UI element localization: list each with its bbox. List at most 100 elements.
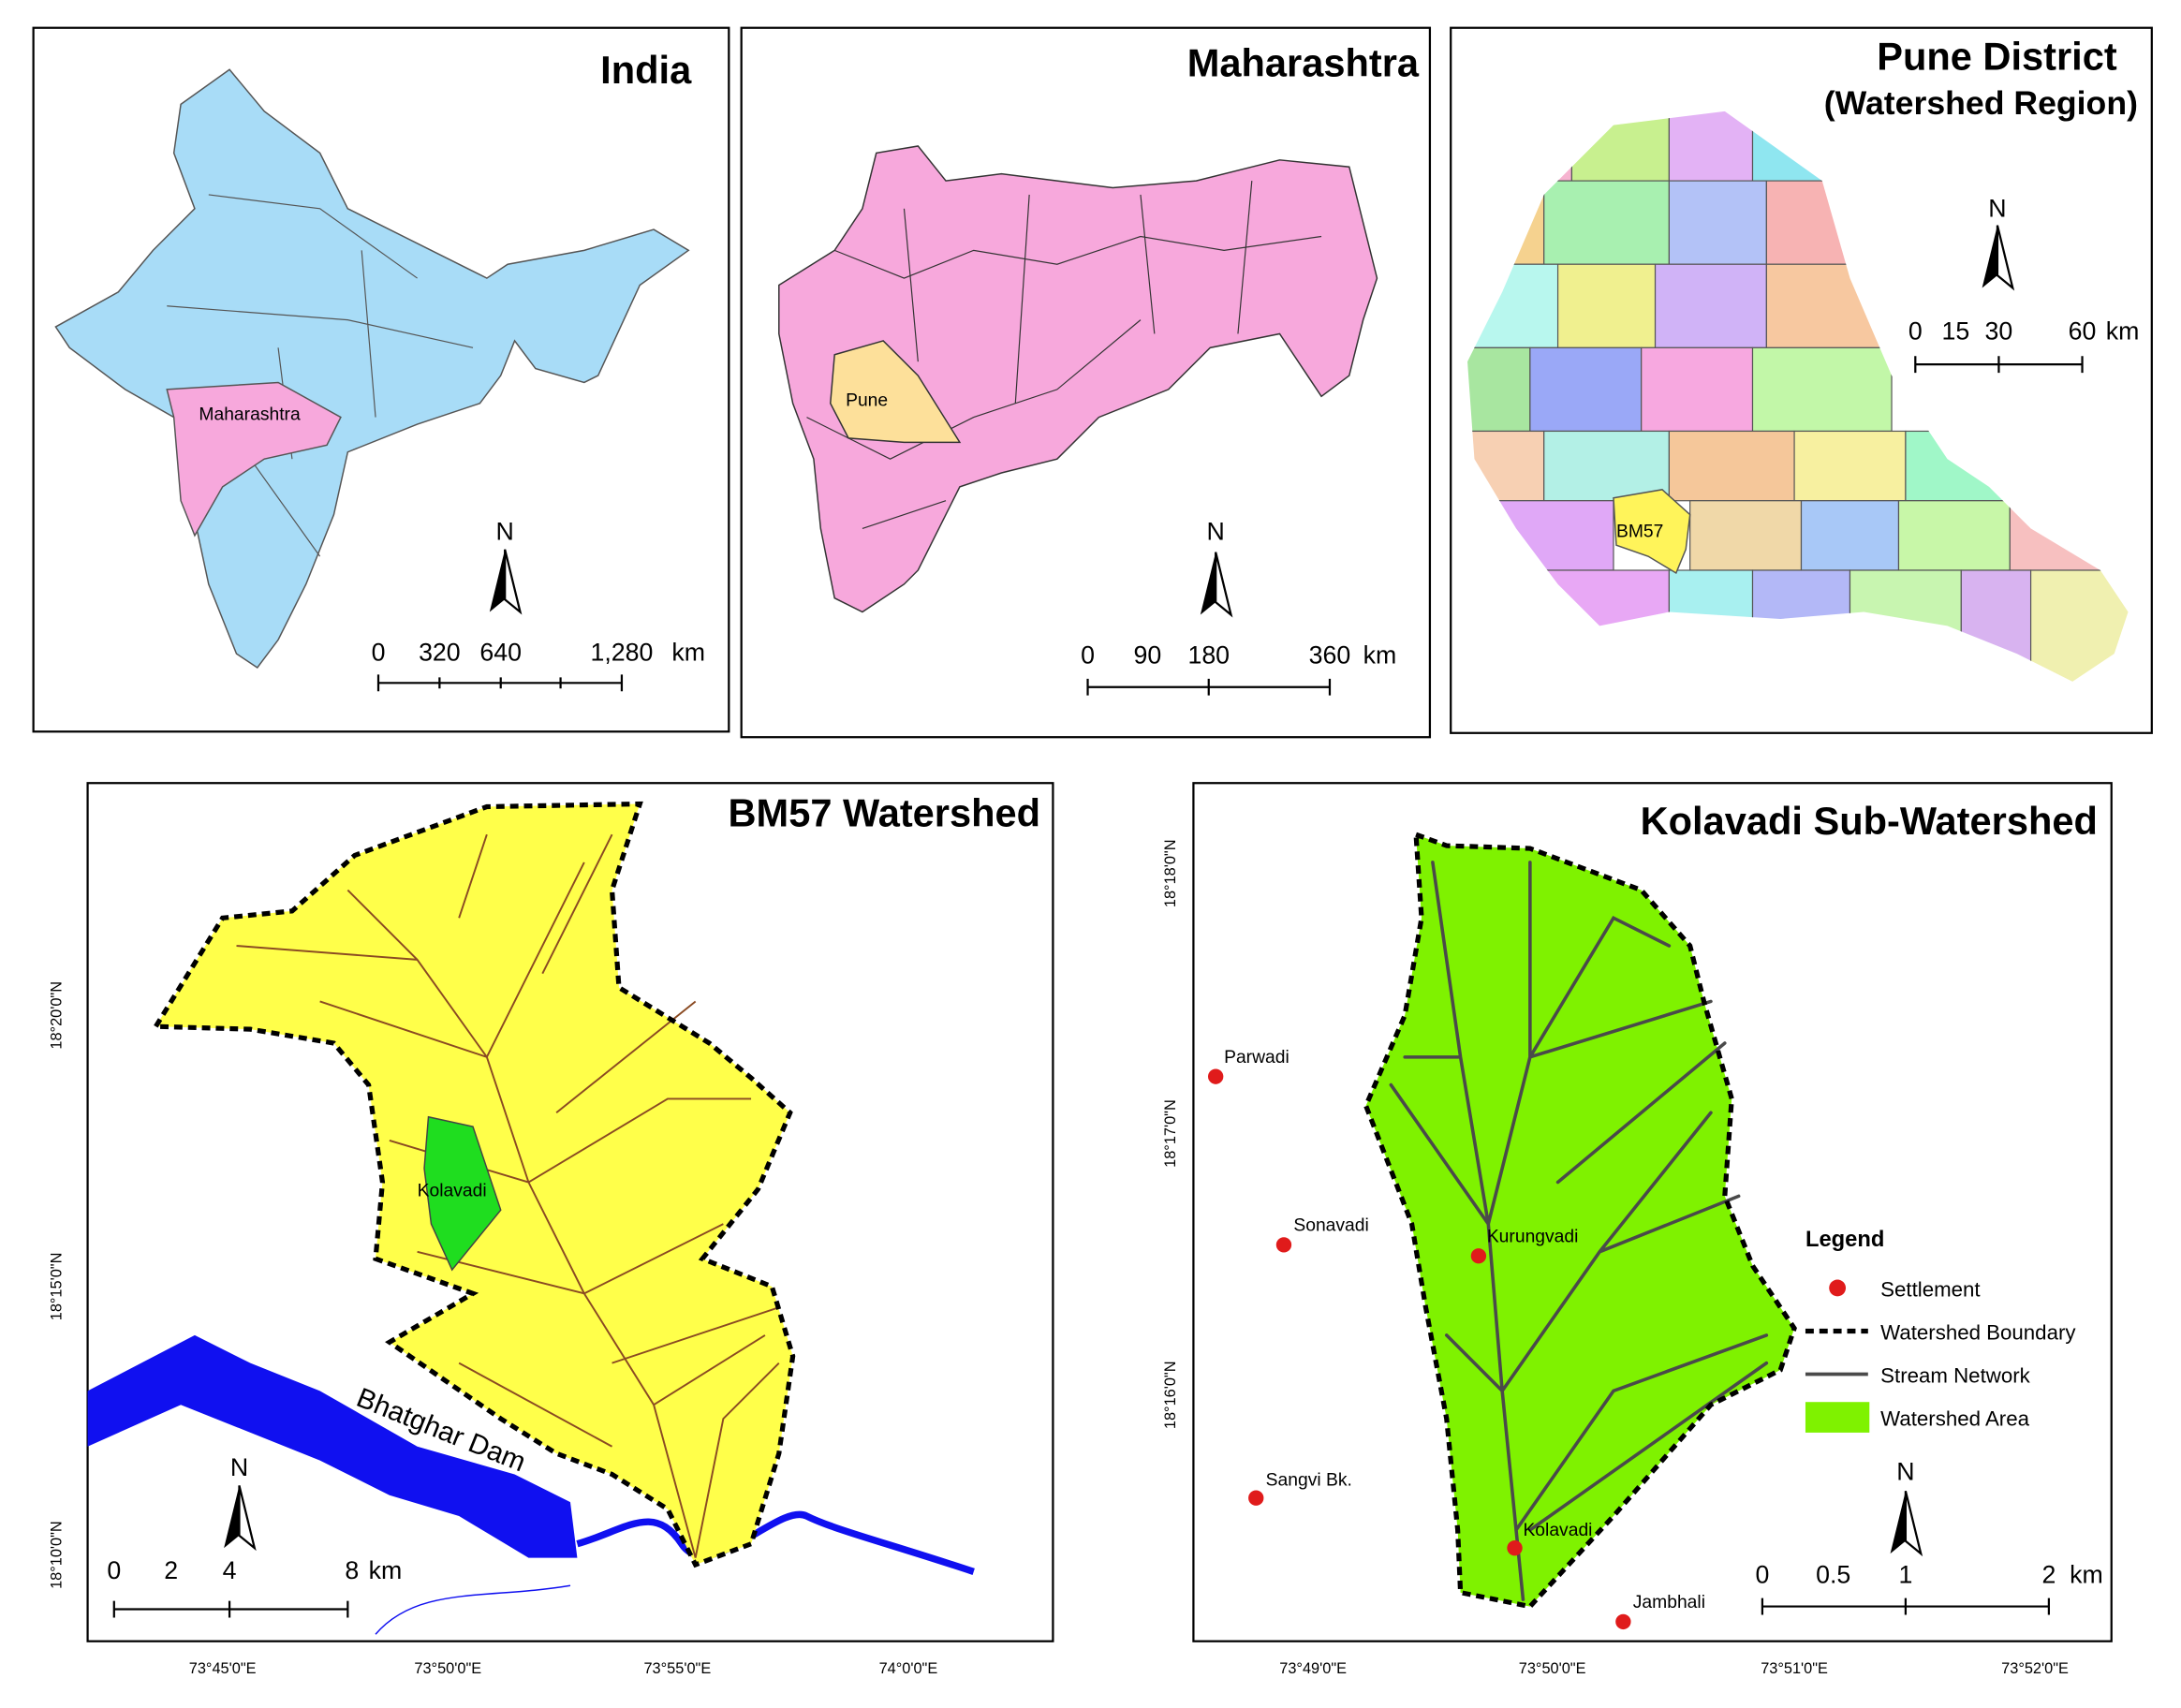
scale-label: 8 [345,1556,359,1584]
map-rect [1556,263,1657,348]
scale-label: 15 [1942,317,1970,345]
map-polygon [87,1334,578,1558]
legend-label: Watershed Area [1880,1406,2029,1430]
map-path [806,181,1322,529]
map-polygon [778,145,1378,613]
region-label: Pune [846,391,888,411]
settlement-label: Kolavadi [1523,1521,1592,1540]
pune-panel: Pune District (Watershed Region) BM57 N … [1450,26,2153,734]
legend: Legend Settlement Watershed Boundary Str… [1805,1227,2076,1433]
scale-label: 180 [1187,641,1230,670]
north-label: N [230,1453,248,1481]
map-circle [1829,1279,1847,1297]
map-label: Kolavadi [418,1181,487,1200]
legend-title: Legend [1805,1227,1884,1252]
legend-label: Watershed Boundary [1880,1320,2076,1344]
map-circle [1615,1613,1631,1630]
scale-label: 360 [1309,641,1351,670]
scale-unit: km [2070,1560,2103,1588]
map-rect [1897,500,2011,571]
map-path [376,674,624,692]
scale-label: 0 [372,639,386,667]
scale-label: 60 [2069,317,2097,345]
scale-label: 0 [1908,317,1923,345]
settlement-label: Sangvi Bk. [1266,1470,1352,1490]
map-rect [1467,346,1531,433]
scale-label: 30 [1985,317,2013,345]
lon-label: 73°50'0"E [1519,1660,1586,1677]
legend-label: Settlement [1880,1277,1981,1301]
map-polygon [151,801,796,1568]
scale-label: 0 [1081,641,1095,670]
scale-unit: km [1363,641,1397,670]
north-label: N [1988,195,2006,223]
map-rect [1805,1402,1870,1433]
map-polygon [423,1115,502,1272]
lat-label: 18°20'0"N [48,981,65,1050]
map-path [1761,1598,2051,1615]
lat-label: 18°17'0"N [1162,1099,1179,1168]
map-rect [1543,180,1670,265]
map-polygon [1363,831,1797,1610]
lon-label: 73°55'0"E [643,1660,711,1677]
map-circle [1275,1237,1292,1253]
bm57-panel: BM57 Watershed Kolavadi Bhatghar Dam N 0… [48,782,1054,1677]
map-rect [1668,430,1795,502]
lat-label: 18°15'0"N [48,1253,65,1321]
map-g [1208,1068,1631,1630]
scale-unit: km [2106,317,2140,345]
scale-label: 0.5 [1816,1560,1850,1588]
scale-unit: km [369,1556,403,1584]
map-path [1086,678,1332,696]
region-label: Maharashtra [199,405,301,425]
lon-label: 73°49'0"E [1279,1660,1347,1677]
lat-label: 18°16'0"N [1162,1361,1179,1429]
map-path [112,1600,349,1618]
scale-label: 640 [479,639,522,667]
maharashtra-panel: Maharashtra Pune N 0 90 180 360 km [740,26,1432,739]
map-circle [1507,1540,1523,1556]
map-polygon [54,68,690,669]
region-label: BM57 [1616,522,1663,541]
map-polygon [1365,834,1795,1607]
map-rect [1800,500,1900,571]
scale-label: 1,280 [591,639,654,667]
panel-title: BM57 Watershed [729,790,1040,834]
settlement-label: Sonavadi [1293,1216,1368,1236]
panel-subtitle: (Watershed Region) [1824,84,2138,122]
north-label: N [1207,517,1225,545]
panel-title: Maharashtra [1187,41,1420,85]
scale-label: 90 [1134,641,1162,670]
map-path [375,1584,571,1635]
map-rect [1668,180,1767,265]
scale-label: 2 [164,1556,178,1584]
panel-title: Kolavadi Sub-Watershed [1641,799,2098,843]
scale-label: 4 [223,1556,237,1584]
scale-label: 0 [1755,1560,1769,1588]
scale-label: 1 [1898,1560,1912,1588]
panel-title: Pune District [1877,34,2117,78]
map-path [1914,356,2084,374]
map-polygon [166,381,342,537]
map-polygon [1613,489,1691,575]
legend-label: Stream Network [1880,1363,2030,1387]
map-rect [1543,430,1670,502]
lat-label: 18°10'0"N [48,1521,65,1589]
lon-label: 74°0'0"E [879,1660,938,1677]
india-panel: India Maharashtra N 0 320 640 1,280 km [32,26,730,733]
lon-label: 73°50'0"E [414,1660,481,1677]
map-path [1389,861,1769,1601]
settlement-label: Parwadi [1224,1048,1289,1068]
scale-unit: km [671,639,705,667]
map-circle [1208,1068,1224,1084]
map-rect [1654,263,1767,348]
panel-title: India [600,48,692,92]
scale-label: 0 [107,1556,121,1584]
map-polygon [829,340,962,444]
lon-label: 73°51'0"E [1761,1660,1828,1677]
lon-label: 73°52'0"E [2001,1660,2069,1677]
map-circle [1248,1490,1264,1506]
lat-label: 18°18'0"N [1162,839,1179,907]
map-rect [1689,500,1803,571]
map-rect [1641,346,1754,433]
